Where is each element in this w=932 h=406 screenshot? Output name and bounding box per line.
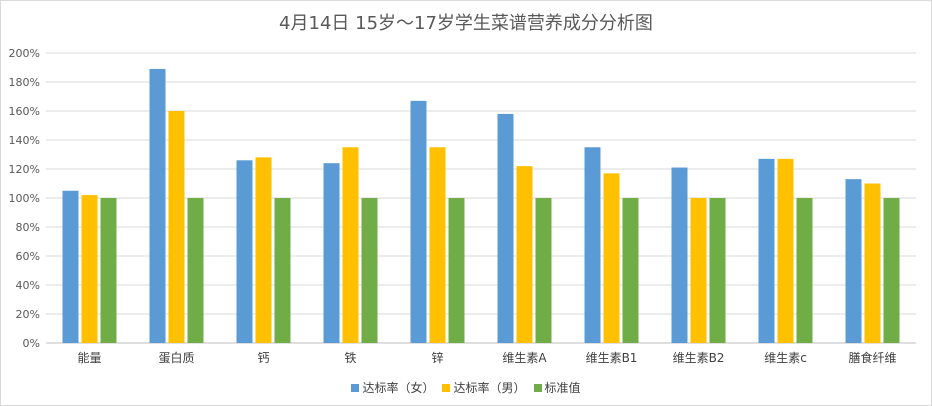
bar-3 <box>448 198 465 343</box>
x-tick-label: 钙 <box>257 351 269 365</box>
legend-label: 标准值 <box>544 381 581 395</box>
x-tick-label: 锌 <box>431 351 443 365</box>
y-tick-label: 160% <box>9 105 40 118</box>
bar-2 <box>690 198 707 343</box>
legend-swatch <box>351 383 360 392</box>
legend-label: 达标率（女） <box>362 381 435 395</box>
x-tick-label: 膳食纤维 <box>848 350 896 365</box>
bar-3 <box>622 198 639 343</box>
y-tick-label: 180% <box>9 76 40 89</box>
bar-1 <box>236 160 253 343</box>
bar-1 <box>758 158 775 343</box>
bar-2 <box>81 195 98 343</box>
x-tick-label: 维生素B2 <box>673 351 725 365</box>
bar-3 <box>709 198 726 343</box>
legend-swatch <box>442 383 451 392</box>
legend-item: 标准值 <box>533 379 581 396</box>
bar-2 <box>342 147 359 343</box>
chart-legend: 达标率（女） 达标率（男） 标准值 <box>1 379 931 396</box>
y-tick-label: 120% <box>9 163 40 176</box>
x-tick-label: 维生素c <box>764 351 807 365</box>
bar-3 <box>535 198 552 343</box>
bar-3 <box>187 198 204 343</box>
y-tick-label: 200% <box>9 47 40 60</box>
bar-1 <box>671 167 688 343</box>
chart-title: 4月14日 15岁～17岁学生菜谱营养成分分析图 <box>279 13 653 34</box>
legend-swatch <box>533 383 542 392</box>
y-tick-label: 40% <box>16 279 40 292</box>
bar-3 <box>883 198 900 343</box>
bar-2 <box>429 147 446 343</box>
bar-1 <box>845 179 862 343</box>
legend-item: 达标率（男） <box>442 379 526 396</box>
bar-1 <box>62 190 79 343</box>
y-tick-label: 20% <box>16 308 40 321</box>
y-tick-label: 100% <box>9 192 40 205</box>
bar-1 <box>584 147 601 343</box>
bar-2 <box>168 111 185 343</box>
bar-3 <box>361 198 378 343</box>
bar-3 <box>796 198 813 343</box>
bar-2 <box>516 166 533 343</box>
y-tick-label: 80% <box>16 221 40 234</box>
legend-label: 达标率（男） <box>453 381 526 395</box>
x-tick-label: 维生素A <box>502 351 547 365</box>
x-tick-label: 蛋白质 <box>158 350 194 365</box>
bar-1 <box>497 113 514 344</box>
y-tick-label: 60% <box>16 250 40 263</box>
bar-3 <box>274 198 291 343</box>
bar-2 <box>255 157 272 343</box>
bar-2 <box>864 183 881 343</box>
x-tick-label: 铁 <box>344 351 356 365</box>
legend-item: 达标率（女） <box>351 379 434 396</box>
x-tick-label: 维生素B1 <box>586 351 638 365</box>
y-tick-label: 140% <box>9 134 40 147</box>
bar-1 <box>410 100 427 343</box>
bar-1 <box>149 68 166 343</box>
y-tick-label: 0% <box>23 337 40 350</box>
bar-2 <box>777 158 794 343</box>
bar-2 <box>603 173 620 343</box>
bar-3 <box>100 198 117 343</box>
x-tick-label: 能量 <box>77 351 101 365</box>
bar-1 <box>323 163 340 343</box>
